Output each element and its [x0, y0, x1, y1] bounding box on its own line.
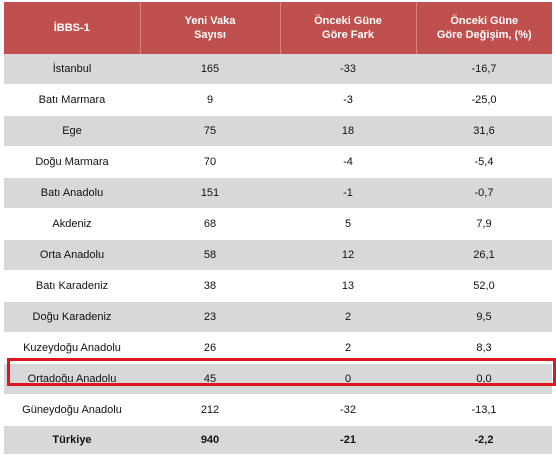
header-change-line2: Göre Değişim, (%): [436, 29, 532, 41]
table-row-total: Türkiye 940 -21 -2,2: [4, 425, 552, 455]
table-row: Doğu Marmara 70 -4 -5,4: [4, 146, 552, 178]
table-row: Batı Anadolu 151 -1 -0,7: [4, 177, 552, 209]
cell-region: Türkiye: [4, 425, 140, 455]
cell-change: 7,9: [416, 208, 552, 240]
header-region-label: İBBS-1: [53, 22, 90, 34]
header-change-line1: Önceki Güne: [450, 15, 519, 27]
cell-change: -5,4: [416, 146, 552, 178]
cell-change: -0,7: [416, 177, 552, 209]
cell-diff: 0: [280, 363, 416, 395]
cell-cases: 212: [140, 394, 280, 426]
header-region: İBBS-1: [4, 2, 141, 54]
header-diff: Önceki Güne Göre Fark: [280, 2, 417, 54]
cell-change: 52,0: [416, 270, 552, 302]
cell-diff: 12: [280, 239, 416, 271]
regional-cases-table: İBBS-1 Yeni Vaka Sayısı Önceki Güne Göre F…: [4, 2, 552, 455]
table-row: Akdeniz 68 5 7,9: [4, 208, 552, 240]
cell-cases: 38: [140, 270, 280, 302]
table-row: Kuzeydoğu Anadolu 26 2 8,3: [4, 332, 552, 364]
cell-cases: 70: [140, 146, 280, 178]
table-row: İstanbul 165 -33 -16,7: [4, 54, 552, 85]
cell-change: 8,3: [416, 332, 552, 364]
cell-region: Batı Anadolu: [4, 177, 140, 209]
cell-diff: 5: [280, 208, 416, 240]
table-row: Doğu Karadeniz 23 2 9,5: [4, 301, 552, 333]
header-diff-line1: Önceki Güne: [314, 15, 382, 27]
cell-region: Doğu Marmara: [4, 146, 140, 178]
cell-diff: 18: [280, 115, 416, 147]
cell-cases: 165: [140, 54, 280, 85]
cell-change: 9,5: [416, 301, 552, 333]
table-row-highlighted: Ortadoğu Anadolu 45 0 0,0: [4, 363, 552, 395]
table-row: Ege 75 18 31,6: [4, 115, 552, 147]
cell-change: 31,6: [416, 115, 552, 147]
cell-diff: -4: [280, 146, 416, 178]
cell-region: Batı Karadeniz: [4, 270, 140, 302]
cell-cases: 68: [140, 208, 280, 240]
cell-diff: -33: [280, 54, 416, 85]
cell-change: 0,0: [416, 363, 552, 395]
header-new-cases-line1: Yeni Vaka: [184, 15, 236, 27]
table-body: İstanbul 165 -33 -16,7 Batı Marmara 9 -3…: [4, 54, 552, 455]
cell-cases: 9: [140, 84, 280, 116]
cell-cases: 26: [140, 332, 280, 364]
cell-cases: 45: [140, 363, 280, 395]
cell-cases: 151: [140, 177, 280, 209]
cell-diff: 13: [280, 270, 416, 302]
cell-diff: 2: [280, 332, 416, 364]
cell-change: -16,7: [416, 54, 552, 85]
cell-region: Ortadoğu Anadolu: [4, 363, 140, 395]
header-diff-line2: Göre Fark: [322, 29, 374, 41]
cell-region: Batı Marmara: [4, 84, 140, 116]
table-row: Batı Karadeniz 38 13 52,0: [4, 270, 552, 302]
cell-change: -25,0: [416, 84, 552, 116]
table-row: Güneydoğu Anadolu 212 -32 -13,1: [4, 394, 552, 426]
header-new-cases-line2: Sayısı: [194, 29, 226, 41]
cell-change: -2,2: [416, 425, 552, 455]
cell-cases: 58: [140, 239, 280, 271]
cell-region: Kuzeydoğu Anadolu: [4, 332, 140, 364]
table-header: İBBS-1 Yeni Vaka Sayısı Önceki Güne Göre F…: [4, 2, 552, 54]
cell-region: Güneydoğu Anadolu: [4, 394, 140, 426]
cell-cases: 940: [140, 425, 280, 455]
table-row: Orta Anadolu 58 12 26,1: [4, 239, 552, 271]
cell-region: Akdeniz: [4, 208, 140, 240]
cell-diff: 2: [280, 301, 416, 333]
cell-diff: -21: [280, 425, 416, 455]
table-row: Batı Marmara 9 -3 -25,0: [4, 84, 552, 116]
cell-cases: 23: [140, 301, 280, 333]
cell-diff: -32: [280, 394, 416, 426]
cell-region: Doğu Karadeniz: [4, 301, 140, 333]
cell-region: Orta Anadolu: [4, 239, 140, 271]
cell-change: 26,1: [416, 239, 552, 271]
cell-region: İstanbul: [4, 54, 140, 85]
header-new-cases: Yeni Vaka Sayısı: [140, 2, 281, 54]
cell-cases: 75: [140, 115, 280, 147]
header-change: Önceki Güne Göre Değişim, (%): [416, 2, 552, 54]
cell-region: Ege: [4, 115, 140, 147]
cell-diff: -1: [280, 177, 416, 209]
cell-diff: -3: [280, 84, 416, 116]
cell-change: -13,1: [416, 394, 552, 426]
